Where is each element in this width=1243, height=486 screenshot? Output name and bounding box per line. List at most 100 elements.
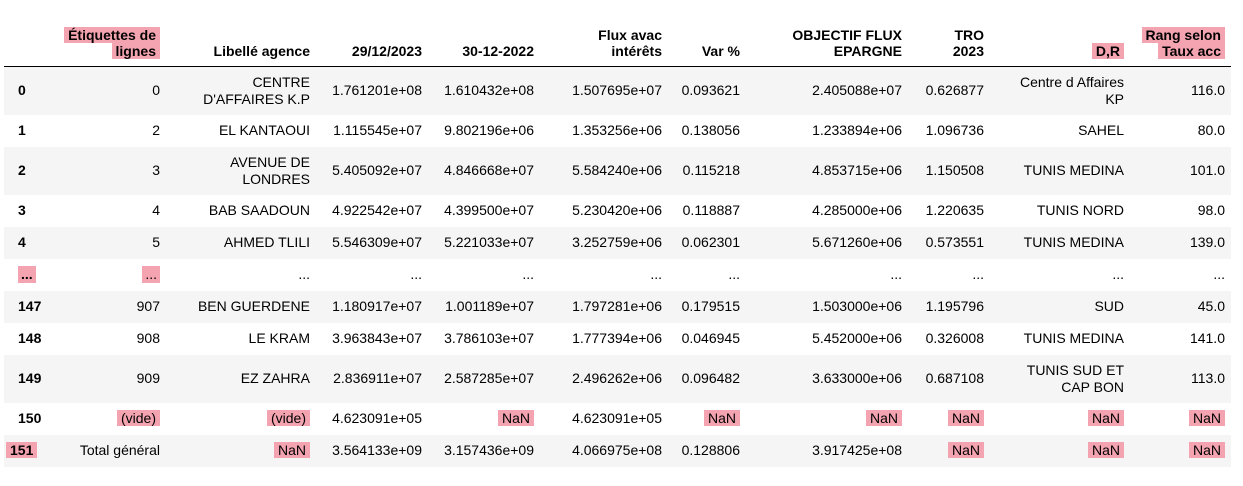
cell-rang: 113.0 <box>1191 370 1225 386</box>
row-index: 4 <box>18 234 26 250</box>
cell-dr: SUD <box>1094 298 1124 314</box>
header-objectif: OBJECTIF FLUX EPARGNE <box>792 27 902 59</box>
row-index: 2 <box>18 162 26 178</box>
cell-flux: 4.066975e+08 <box>572 442 662 458</box>
header-dr: D,R <box>990 22 1130 67</box>
cell-var: 0.093621 <box>681 82 740 99</box>
row-index: 149 <box>18 370 42 386</box>
cell-libelle: LE KRAM <box>248 330 310 346</box>
cell-tro: 0.326008 <box>925 330 984 346</box>
cell-flux: 3.252759e+06 <box>572 234 662 250</box>
cell-dr: Centre d Affaires KP <box>1019 73 1124 107</box>
cell-etiquette: 909 <box>136 370 160 386</box>
cell-libelle: BEN GUERDENE <box>197 298 310 314</box>
cell-2023: 4.922542e+07 <box>332 202 422 218</box>
cell-dr: SAHEL <box>1078 122 1124 138</box>
cell-2023: 3.564133e+09 <box>332 442 422 458</box>
cell-2022: 4.399500e+07 <box>444 202 534 218</box>
cell-dr: TUNIS MEDINA <box>1023 162 1124 178</box>
cell-2023: 5.546309e+07 <box>332 234 422 250</box>
row-index: 147 <box>18 298 42 314</box>
cell-dr: TUNIS MEDINA <box>1023 234 1124 250</box>
header-row: Étiquettes de lignes Libellé agence 29/1… <box>4 22 1231 67</box>
cell-tro: 0.687108 <box>925 370 984 386</box>
cell-libelle: EL KANTAOUI <box>218 122 310 138</box>
row-index: 151 <box>4 435 50 467</box>
cell-dr: TUNIS MEDINA <box>1023 330 1124 346</box>
cell-etiquette: 4 <box>152 202 160 218</box>
cell-flux: 4.623091e+05 <box>572 410 662 426</box>
table-row: 150 (vide) (vide) 4.623091e+05 NaN 4.623… <box>4 403 1231 435</box>
header-index <box>4 22 50 67</box>
cell-dr: TUNIS SUD ET CAP BON <box>1026 361 1124 395</box>
header-var: Var % <box>701 43 740 59</box>
header-tro: TRO 2023 <box>952 27 984 59</box>
table-row: 3 4 BAB SAADOUN 4.922542e+07 4.399500e+0… <box>4 195 1231 227</box>
row-index: 0 <box>18 82 26 99</box>
row-index: 3 <box>18 202 26 218</box>
cell-2022: 3.786103e+07 <box>444 330 534 346</box>
cell-tro: 1.220635 <box>925 202 984 218</box>
cell-etiquette: 907 <box>136 298 160 314</box>
row-index: ... <box>4 259 50 291</box>
cell-libelle: (vide) <box>166 403 316 435</box>
cell-objectif: 4.853715e+06 <box>812 162 902 178</box>
header-2022: 30-12-2022 <box>462 43 534 59</box>
cell-libelle: BAB SAADOUN <box>208 202 310 218</box>
cell-var: 0.062301 <box>681 234 740 250</box>
cell-flux: 1.777394e+06 <box>572 330 662 346</box>
cell-var: 0.096482 <box>681 370 740 386</box>
header-rang: Rang selon Taux acc <box>1130 22 1231 67</box>
cell-objectif: 1.233894e+06 <box>812 122 902 138</box>
row-index: 1 <box>18 122 26 138</box>
cell-2022: 3.157436e+09 <box>444 442 534 458</box>
cell-2023: 1.761201e+08 <box>332 82 422 99</box>
cell-var: NaN <box>668 403 746 435</box>
cell-2022: 4.846668e+07 <box>444 162 534 178</box>
table-row-total: 151 Total général NaN 3.564133e+09 3.157… <box>4 434 1231 467</box>
cell-var: 0.128806 <box>681 442 740 458</box>
cell-2023: 3.963843e+07 <box>332 330 422 346</box>
cell-rang: 101.0 <box>1189 162 1225 178</box>
cell-var: 0.046945 <box>681 330 740 346</box>
header-flux: Flux avac intérêts <box>598 27 662 59</box>
cell-rang: 116.0 <box>1191 82 1225 99</box>
header-2023: 29/12/2023 <box>351 43 422 59</box>
cell-rang: 139.0 <box>1189 234 1225 250</box>
cell-tro: NaN <box>908 403 990 435</box>
cell-2022: 5.221033e+07 <box>444 234 534 250</box>
cell-tro: 1.096736 <box>925 122 984 138</box>
cell-2023: 5.405092e+07 <box>332 162 422 178</box>
cell-2022: 2.587285e+07 <box>444 370 534 386</box>
cell-tro: ... <box>972 266 984 282</box>
cell-tro: 0.626877 <box>925 82 984 99</box>
cell-var: 0.179515 <box>681 298 740 314</box>
cell-2023: 2.836911e+07 <box>333 370 422 386</box>
cell-rang: ... <box>1213 266 1225 282</box>
cell-rang: 98.0 <box>1197 202 1225 218</box>
cell-var: 0.138056 <box>681 122 740 138</box>
cell-flux: 1.797281e+06 <box>572 298 662 314</box>
table-row: 2 3 AVENUE DE LONDRES 5.405092e+07 4.8466… <box>4 146 1231 195</box>
cell-2023: 4.623091e+05 <box>332 410 422 426</box>
cell-2023: 1.115545e+07 <box>333 122 422 138</box>
cell-flux: 5.230420e+06 <box>572 202 662 218</box>
cell-dr: NaN <box>990 403 1130 435</box>
cell-dr: ... <box>1112 266 1124 282</box>
cell-objectif: ... <box>890 266 902 282</box>
cell-etiquette: 2 <box>152 122 160 138</box>
cell-flux: 1.353256e+06 <box>572 122 662 138</box>
cell-libelle: NaN <box>166 435 316 467</box>
dataframe-container: Étiquettes de lignes Libellé agence 29/1… <box>4 22 1231 467</box>
cell-libelle: AHMED TLILI <box>223 234 310 250</box>
cell-tro: NaN <box>908 435 990 467</box>
cell-2022: 9.802196e+06 <box>444 122 534 138</box>
cell-2022: 1.001189e+07 <box>445 298 534 314</box>
cell-libelle: EZ ZAHRA <box>240 370 310 386</box>
cell-2022: ... <box>522 266 534 282</box>
cell-objectif: 4.285000e+06 <box>812 202 902 218</box>
cell-var: 0.115218 <box>682 162 740 178</box>
cell-tro: 1.150508 <box>925 162 984 178</box>
table-row: 148 908 LE KRAM 3.963843e+07 3.786103e+0… <box>4 323 1231 355</box>
cell-objectif: 2.405088e+07 <box>812 82 902 99</box>
